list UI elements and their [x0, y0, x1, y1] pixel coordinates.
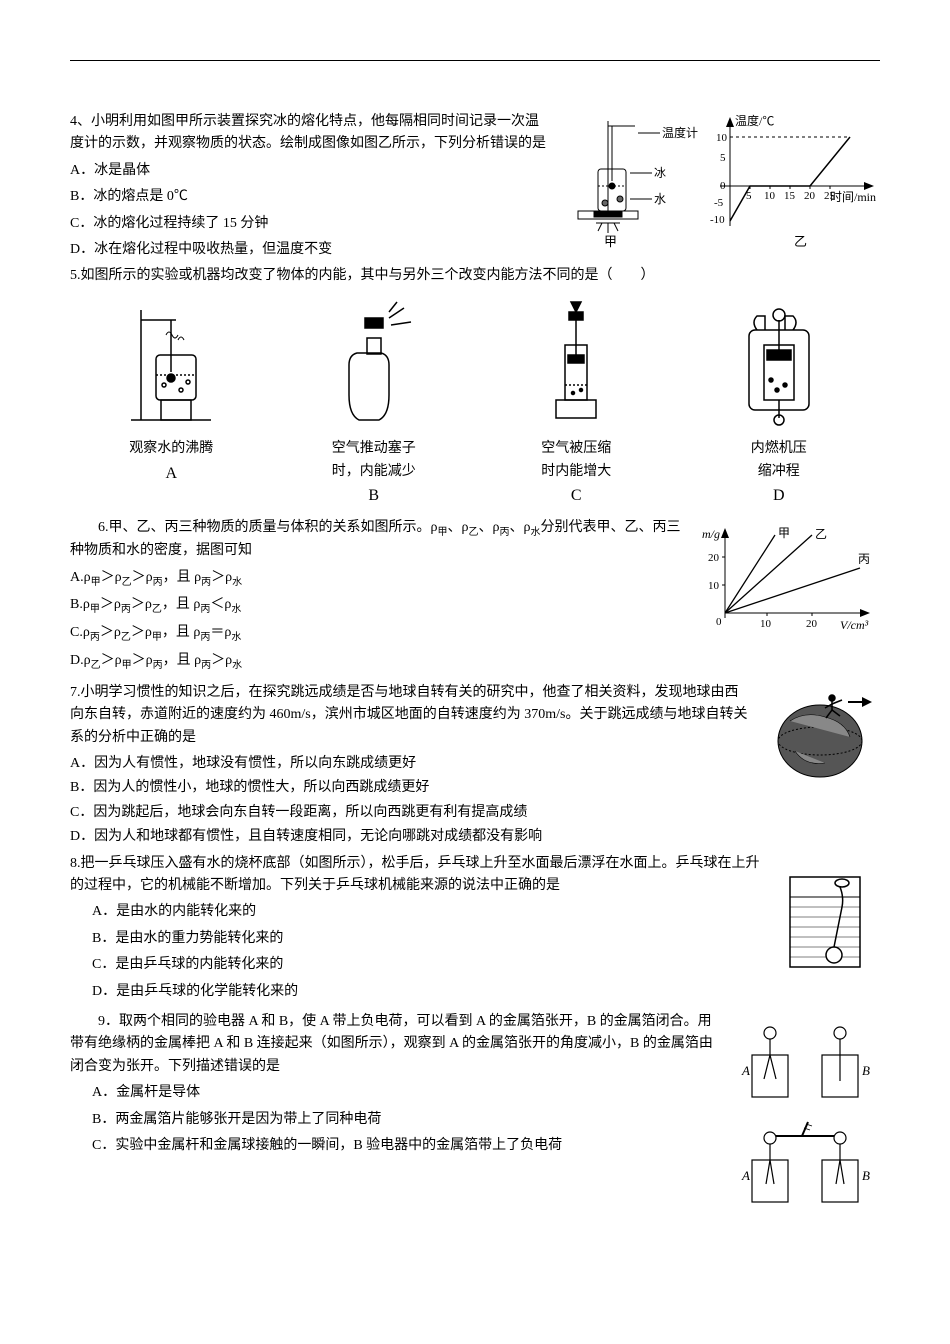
q5-letter-d: D [678, 483, 881, 509]
q6-chart: m/g V/cm³ 20 10 0 10 20 甲 乙 丙 [700, 523, 880, 646]
q7-figure [760, 686, 880, 789]
q5-cap-b: 空气推动塞子 时，内能减少 [273, 438, 476, 483]
svg-text:25: 25 [824, 190, 836, 202]
question-5: 5.如图所示的实验或机器均改变了物体的内能，其中与另外三个改变内能方法不同的是（… [70, 265, 880, 287]
svg-text:0: 0 [720, 180, 726, 192]
label-ice: 冰 [654, 166, 666, 180]
svg-text:丙: 丙 [858, 552, 870, 566]
q7-opt-b: B．因为人的惯性小，地球的惯性大，所以向西跳成绩更好 [70, 777, 880, 799]
q9-label-b-top: B [862, 1063, 870, 1078]
svg-text:10: 10 [708, 580, 720, 592]
q4-caption-left: 甲 [604, 234, 617, 249]
q5-cap-c: 空气被压缩 时内能增大 [475, 438, 678, 483]
q5-letter-b: B [273, 483, 476, 509]
svg-text:10: 10 [716, 132, 728, 144]
q5-fig-b: 空气推动塞子 时，内能减少 B [273, 300, 476, 509]
label-water: 水 [654, 192, 666, 206]
svg-text:15: 15 [784, 190, 796, 202]
svg-text:20: 20 [708, 552, 720, 564]
svg-text:m/g: m/g [702, 527, 720, 541]
label-thermometer: 温度计 [662, 125, 698, 140]
q7-stem: 7.小明学习惯性的知识之后，在探究跳远成绩是否与地球自转有关的研究中，他查了相关… [70, 682, 880, 749]
q8-opt-d: D．是由乒乓球的化学能转化来的 [70, 981, 880, 1003]
svg-text:乙: 乙 [815, 527, 827, 541]
question-8: 8.把一乒乓球压入盛有水的烧杯底部（如图所示），松手后，乒乓球上升至水面最后漂浮… [70, 853, 880, 1003]
q6-opt-d: D.ρ乙＞ρ甲＞ρ丙，且 ρ丙＞ρ水 [70, 650, 880, 674]
svg-text:V/cm³: V/cm³ [840, 618, 869, 632]
svg-text:5: 5 [720, 152, 726, 164]
question-4: 温度计 冰 水 甲 温度/℃ 时间/min 10 5 0 -5 -10 5 10 [70, 111, 880, 261]
q7-opt-c: C．因为跳起后，地球会向东自转一段距离，所以向西跳更有利有提高成绩 [70, 802, 880, 824]
q4-figure: 温度计 冰 水 甲 温度/℃ 时间/min 10 5 0 -5 -10 5 10 [560, 111, 880, 259]
svg-text:20: 20 [804, 190, 816, 202]
svg-text:20: 20 [806, 618, 818, 630]
q9-figure: A B A B [730, 1015, 880, 1223]
svg-text:10: 10 [760, 618, 772, 630]
svg-text:-5: -5 [714, 197, 724, 209]
q5-fig-d: 内燃机压 缩冲程 D [678, 300, 881, 509]
svg-text:温度/℃: 温度/℃ [735, 113, 774, 128]
q8-opt-a: A．是由水的内能转化来的 [70, 901, 880, 923]
svg-text:10: 10 [764, 190, 776, 202]
q8-figure [770, 857, 880, 985]
svg-text:0: 0 [716, 616, 722, 628]
q5-letter-a: A [70, 461, 273, 487]
svg-text:-10: -10 [710, 214, 725, 226]
q9-label-b-bot: B [862, 1168, 870, 1183]
svg-text:时间/min: 时间/min [830, 190, 876, 204]
q4-caption-right: 乙 [794, 234, 807, 249]
question-9: A B A B [70, 1011, 880, 1157]
q5-cap-a: 观察水的沸腾 [70, 438, 273, 460]
q5-fig-c: 空气被压缩 时内能增大 C [475, 300, 678, 509]
q7-opt-a: A．因为人有惯性，地球没有惯性，所以向东跳成绩更好 [70, 753, 880, 775]
svg-text:甲: 甲 [778, 526, 790, 540]
q8-opt-c: C．是由乒乓球的内能转化来的 [70, 954, 880, 976]
q9-label-a-bot: A [741, 1168, 750, 1183]
q5-fig-a: 观察水的沸腾 A [70, 300, 273, 509]
q5-figure-row: 观察水的沸腾 A 空气推动塞子 时，内能减少 B [70, 300, 880, 509]
q5-letter-c: C [475, 483, 678, 509]
q8-opt-b: B．是由水的重力势能转化来的 [70, 928, 880, 950]
question-6: m/g V/cm³ 20 10 0 10 20 甲 乙 丙 6.甲、乙、丙三种物… [70, 517, 880, 674]
q9-label-a-top: A [741, 1063, 750, 1078]
q8-stem: 8.把一乒乓球压入盛有水的烧杯底部（如图所示），松手后，乒乓球上升至水面最后漂浮… [70, 853, 880, 898]
question-7: 7.小明学习惯性的知识之后，在探究跳远成绩是否与地球自转有关的研究中，他查了相关… [70, 682, 880, 849]
q5-cap-d: 内燃机压 缩冲程 [678, 438, 881, 483]
q5-stem: 5.如图所示的实验或机器均改变了物体的内能，其中与另外三个改变内能方法不同的是（… [70, 265, 880, 287]
q7-opt-d: D．因为人和地球都有惯性，且自转速度相同，无论向哪跳对成绩都没有影响 [70, 826, 880, 848]
